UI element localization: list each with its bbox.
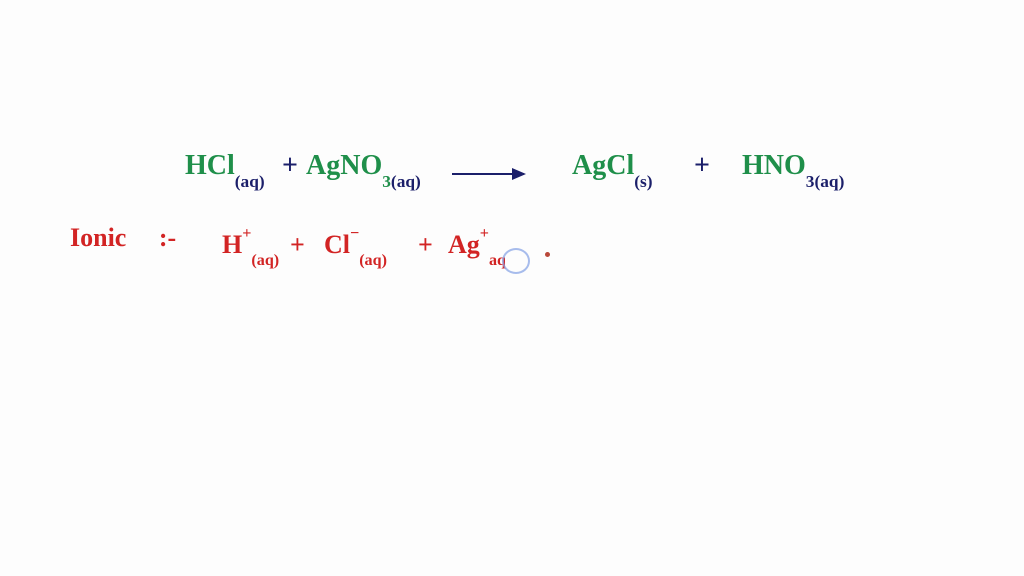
- pen-cursor-dot: [545, 252, 550, 257]
- ionic-label-colon: :-: [159, 223, 176, 252]
- eq-agno3-num: 3: [382, 172, 391, 191]
- ionic-ag-charge: +: [480, 225, 489, 242]
- eq-agcl-state: (s): [634, 172, 652, 191]
- ionic-cl-charge: −: [350, 225, 359, 242]
- ionic-cl-formula: Cl: [324, 230, 350, 259]
- eq-agcl-formula: AgCl: [572, 150, 634, 181]
- eq-plus-1: +: [282, 150, 298, 182]
- ionic-ag: Ag+aq: [448, 230, 506, 264]
- eq-hno3-formula: HNO: [742, 150, 806, 181]
- eq-agno3-formula: AgNO: [306, 150, 382, 181]
- ionic-ag-formula: Ag: [448, 230, 480, 259]
- ionic-h: H+(aq): [222, 230, 279, 264]
- ionic-plus-1: +: [290, 230, 305, 260]
- ionic-h-state: (aq): [251, 252, 279, 269]
- plus-sign: +: [694, 150, 710, 181]
- eq-hno3-state: (aq): [814, 172, 844, 191]
- plus-sign: +: [282, 150, 298, 181]
- eq-hcl-formula: HCl: [185, 150, 235, 181]
- ionic-plus-2: +: [418, 230, 433, 260]
- eq-hno3: HNO3(aq): [742, 150, 844, 186]
- eq-agcl: AgCl(s): [572, 150, 653, 186]
- ionic-label-text: Ionic: [70, 223, 126, 252]
- ionic-cl-state: (aq): [359, 252, 387, 269]
- eq-agno3: AgNO3(aq): [306, 150, 421, 186]
- eq-hcl: HCl(aq): [185, 150, 265, 186]
- ionic-label: Ionic :-: [70, 223, 176, 253]
- eq-plus-2: +: [694, 150, 710, 182]
- eq-hcl-state: (aq): [235, 172, 265, 191]
- ionic-cl: Cl−(aq): [324, 230, 387, 264]
- plus-sign: +: [418, 230, 433, 259]
- eq-arrow: [452, 166, 524, 184]
- eq-agno3-state: (aq): [391, 172, 421, 191]
- plus-sign: +: [290, 230, 305, 259]
- pen-cursor-ring: [502, 248, 530, 274]
- chemistry-whiteboard: HCl(aq) + AgNO3(aq) AgCl(s) + HNO3(aq) I…: [0, 0, 1024, 576]
- ionic-h-charge: +: [242, 225, 251, 242]
- ionic-h-formula: H: [222, 230, 242, 259]
